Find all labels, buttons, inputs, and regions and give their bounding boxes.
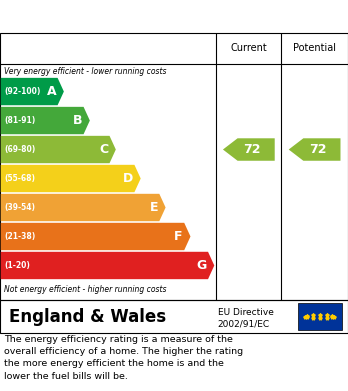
Text: Not energy efficient - higher running costs: Not energy efficient - higher running co… [4, 285, 167, 294]
Polygon shape [1, 252, 214, 279]
Text: D: D [123, 172, 133, 185]
Text: A: A [47, 85, 56, 98]
Text: (55-68): (55-68) [5, 174, 35, 183]
Polygon shape [1, 136, 116, 163]
Text: EU Directive: EU Directive [218, 308, 274, 317]
Text: (21-38): (21-38) [5, 232, 36, 241]
Text: (81-91): (81-91) [5, 116, 36, 125]
Text: B: B [73, 114, 82, 127]
Text: 72: 72 [309, 143, 327, 156]
Text: (92-100): (92-100) [5, 87, 41, 96]
Polygon shape [1, 194, 166, 221]
Text: 2002/91/EC: 2002/91/EC [218, 319, 270, 328]
Polygon shape [1, 107, 90, 134]
Text: England & Wales: England & Wales [9, 307, 166, 325]
Text: (69-80): (69-80) [5, 145, 36, 154]
Text: 72: 72 [244, 143, 261, 156]
Polygon shape [289, 138, 340, 161]
Text: C: C [99, 143, 108, 156]
Text: (1-20): (1-20) [5, 261, 30, 270]
Text: Very energy efficient - lower running costs: Very energy efficient - lower running co… [4, 67, 167, 76]
Text: E: E [149, 201, 158, 214]
Text: F: F [174, 230, 183, 243]
Polygon shape [1, 223, 190, 250]
Text: Potential: Potential [293, 43, 336, 53]
Polygon shape [1, 165, 141, 192]
Bar [298, 303, 342, 330]
Text: Energy Efficiency Rating: Energy Efficiency Rating [9, 9, 219, 24]
Text: Current: Current [230, 43, 267, 53]
Text: (39-54): (39-54) [5, 203, 35, 212]
Text: The energy efficiency rating is a measure of the
overall efficiency of a home. T: The energy efficiency rating is a measur… [4, 335, 243, 380]
Polygon shape [223, 138, 275, 161]
Text: G: G [196, 259, 207, 272]
Polygon shape [1, 78, 64, 105]
